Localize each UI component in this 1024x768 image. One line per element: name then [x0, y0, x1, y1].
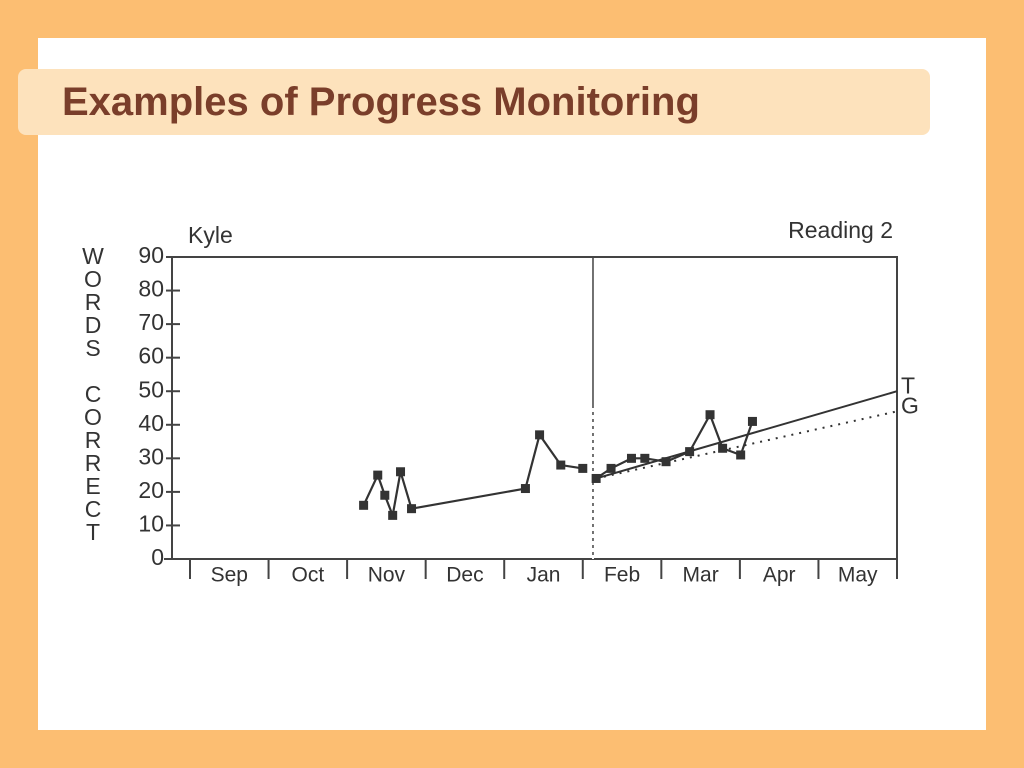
data-point: [747, 416, 757, 426]
data-line: [362, 432, 583, 520]
data-point: [736, 450, 746, 460]
data-point: [685, 447, 695, 457]
chart-subtitle: Reading 2: [788, 217, 893, 243]
y-tick-label: 60: [138, 343, 164, 369]
title-box: [18, 69, 930, 135]
x-tick-label: Dec: [446, 564, 483, 587]
y-tick-label: 40: [138, 410, 164, 436]
data-point: [606, 463, 616, 473]
data-line: [595, 412, 754, 480]
data-point: [359, 500, 369, 510]
x-tick-label: Feb: [604, 564, 640, 587]
data-point: [396, 467, 406, 477]
y-tick-label: 80: [138, 276, 164, 302]
reference-line: [595, 390, 898, 480]
x-tick-label: Jan: [527, 564, 561, 587]
plot-frame: [171, 256, 898, 559]
data-point: [535, 430, 545, 440]
chart-title: Kyle: [188, 222, 233, 248]
x-tick-label: Nov: [368, 564, 406, 587]
data-point: [388, 510, 398, 520]
data-point: [705, 410, 715, 420]
reference-line: [595, 410, 898, 480]
data-point: [556, 460, 566, 470]
data-point: [578, 463, 588, 473]
y-axis-label: WORDS CORRECT: [80, 243, 106, 542]
y-tick-label: 70: [138, 309, 164, 335]
data-point: [718, 443, 728, 453]
slide-title: Examples of Progress Monitoring: [62, 80, 700, 124]
y-tick-label: 30: [138, 443, 164, 469]
reference-line-label: G: [901, 392, 919, 418]
data-point: [520, 484, 530, 494]
x-tick-label: Sep: [211, 564, 248, 587]
x-tick-label: May: [838, 564, 878, 587]
data-point: [373, 470, 383, 480]
data-point: [591, 473, 601, 483]
y-tick-label: 90: [138, 242, 164, 268]
x-tick-label: Oct: [291, 564, 324, 587]
y-tick-label: 20: [138, 477, 164, 503]
y-tick-label: 10: [138, 511, 164, 537]
data-point: [626, 453, 636, 463]
data-point: [661, 457, 671, 467]
data-point: [407, 504, 417, 514]
reference-line-label: T: [901, 372, 915, 398]
data-point: [640, 453, 650, 463]
y-tick-label: 50: [138, 376, 164, 402]
x-tick-label: Apr: [763, 564, 796, 587]
content-panel: [38, 38, 986, 730]
x-tick-label: Mar: [683, 564, 719, 587]
data-point: [380, 490, 390, 500]
y-tick-label: 0: [151, 544, 164, 570]
